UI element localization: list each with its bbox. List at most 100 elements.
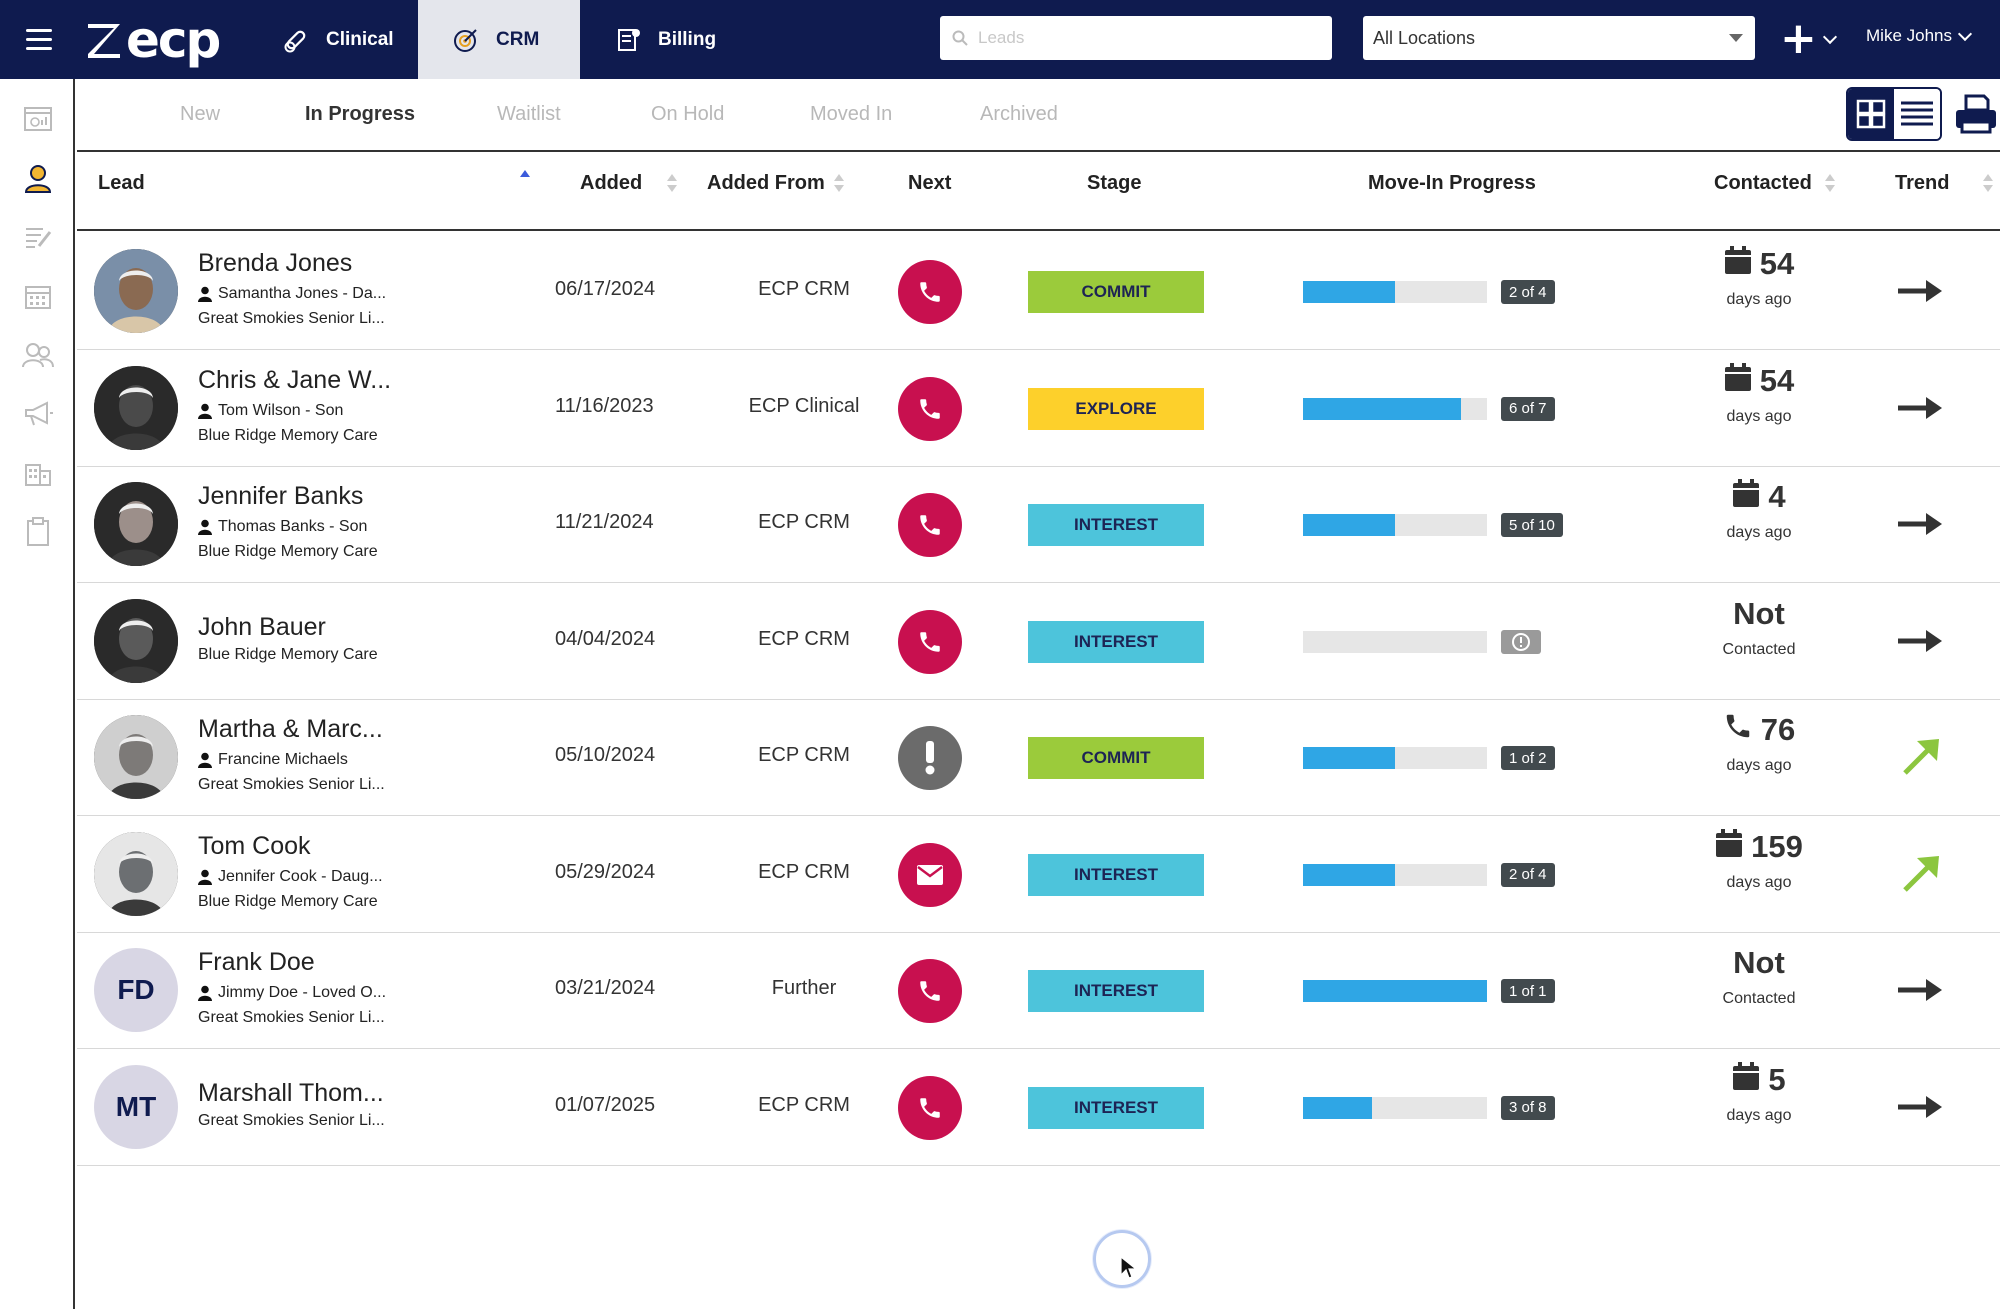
user-menu[interactable]: Mike Johns: [1866, 26, 1973, 46]
table-row[interactable]: FD Frank Doe Jimmy Doe - Loved O... Grea…: [77, 932, 2000, 1049]
megaphone-icon[interactable]: [22, 398, 54, 430]
avatar-initials: MT: [115, 1090, 157, 1122]
avatar[interactable]: FD: [94, 948, 178, 1032]
contacted-value: Not: [1733, 945, 1785, 980]
column-added[interactable]: Added: [580, 172, 643, 194]
table-row[interactable]: Martha & Marc... Francine Michaels Great…: [77, 699, 2000, 816]
hamburger-menu-icon[interactable]: [22, 22, 56, 56]
lead-name[interactable]: Brenda Jones: [198, 249, 353, 277]
column-added-from[interactable]: Added From: [707, 172, 825, 194]
lead-search-input[interactable]: [978, 28, 1318, 48]
sort-icon[interactable]: [667, 174, 677, 192]
added-date: 05/10/2024: [555, 744, 656, 766]
avatar[interactable]: [94, 482, 178, 566]
call-button[interactable]: [898, 1075, 962, 1140]
progress-badge: 6 of 7: [1501, 396, 1555, 421]
stage-badge[interactable]: COMMIT: [1028, 271, 1204, 313]
person-photo-icon: [94, 249, 178, 333]
table-row[interactable]: MT Marshall Thom... Great Smokies Senior…: [77, 1049, 2000, 1166]
stage-badge[interactable]: COMMIT: [1028, 737, 1204, 779]
lead-name[interactable]: Martha & Marc...: [198, 715, 383, 743]
contacted-cell: 54 days ago: [1677, 358, 1841, 426]
call-button[interactable]: [898, 260, 962, 324]
avatar[interactable]: [94, 365, 178, 450]
tab-on-hold[interactable]: On Hold: [651, 103, 725, 125]
stage-badge[interactable]: INTEREST: [1028, 970, 1204, 1012]
mouse-cursor-icon: [1120, 1256, 1138, 1279]
alert-button[interactable]: [898, 726, 962, 790]
avatar[interactable]: [94, 598, 178, 683]
phone-icon: [917, 396, 943, 422]
lead-name[interactable]: Tom Cook: [198, 831, 311, 860]
added-from: ECP CRM: [758, 744, 850, 766]
call-button[interactable]: [898, 609, 962, 674]
tab-clinical[interactable]: Clinical: [248, 0, 428, 79]
column-lead[interactable]: Lead: [98, 172, 145, 194]
list-view-icon[interactable]: [1894, 89, 1940, 139]
call-button[interactable]: [898, 959, 962, 1023]
tab-moved-in[interactable]: Moved In: [810, 103, 893, 125]
top-navigation-bar: ecp Clinical CRM Billing All Locations +…: [0, 0, 2000, 79]
email-button[interactable]: [898, 842, 962, 907]
column-contacted[interactable]: Contacted: [1714, 172, 1812, 194]
location-select[interactable]: All Locations: [1363, 16, 1755, 60]
lead-name[interactable]: John Bauer: [198, 612, 326, 641]
building-icon[interactable]: [22, 457, 54, 489]
tab-new[interactable]: New: [180, 103, 221, 125]
lead-community: Great Smokies Senior Li...: [198, 310, 385, 327]
contacted-value: 4: [1768, 479, 1786, 514]
lead-name[interactable]: Chris & Jane W...: [198, 365, 392, 394]
avatar[interactable]: [94, 715, 178, 799]
print-icon[interactable]: [1952, 89, 2000, 139]
person-icon[interactable]: [22, 162, 54, 194]
stage-badge[interactable]: INTEREST: [1028, 504, 1204, 546]
lead-name[interactable]: Jennifer Banks: [198, 482, 364, 510]
sort-icon[interactable]: [834, 174, 844, 192]
column-trend[interactable]: Trend: [1895, 172, 1950, 194]
lead-search-box[interactable]: [940, 16, 1332, 60]
people-icon[interactable]: [22, 339, 54, 371]
tab-archived[interactable]: Archived: [980, 103, 1058, 125]
progress-badge: 1 of 2: [1501, 746, 1555, 770]
calendar-icon: [1732, 478, 1760, 516]
table-row[interactable]: John Bauer Blue Ridge Memory Care 04/04/…: [77, 583, 2000, 700]
table-row[interactable]: Brenda Jones Samantha Jones - Da... Grea…: [77, 233, 2000, 350]
stage-badge[interactable]: INTEREST: [1028, 1086, 1204, 1129]
contacted-subtext: days ago: [1726, 757, 1792, 774]
tab-waitlist[interactable]: Waitlist: [497, 103, 561, 125]
sort-icon[interactable]: [1825, 174, 1835, 192]
tab-in-progress[interactable]: In Progress: [305, 103, 416, 125]
tab-crm[interactable]: CRM: [418, 0, 580, 79]
add-new-button[interactable]: +: [1780, 17, 1837, 61]
target-icon: [452, 26, 480, 54]
loading-spinner: [1093, 1230, 1151, 1288]
avatar[interactable]: [94, 249, 178, 333]
table-row[interactable]: Chris & Jane W... Tom Wilson - Son Blue …: [77, 350, 2000, 467]
ecp-logo[interactable]: ecp: [86, 14, 221, 66]
dashboard-icon[interactable]: [22, 103, 54, 135]
call-button[interactable]: [898, 376, 962, 441]
table-row[interactable]: Tom Cook Jennifer Cook - Daug... Blue Ri…: [77, 816, 2000, 933]
stage-badge[interactable]: INTEREST: [1028, 620, 1204, 663]
added-date: 11/16/2023: [555, 394, 654, 417]
checklist-icon[interactable]: [22, 221, 54, 253]
sort-icon[interactable]: [1983, 174, 1993, 192]
avatar[interactable]: MT: [94, 1064, 178, 1149]
avatar[interactable]: [94, 831, 178, 916]
lead-name[interactable]: Marshall Thom...: [198, 1078, 384, 1107]
progress-fill: [1303, 1096, 1372, 1119]
move-in-progress-bar: [1303, 1096, 1487, 1119]
stage-badge[interactable]: INTEREST: [1028, 853, 1204, 896]
lead-community: Blue Ridge Memory Care: [198, 892, 378, 910]
phone-icon: [1723, 711, 1753, 749]
clipboard-icon[interactable]: [22, 516, 54, 548]
grid-view-icon[interactable]: [1848, 89, 1894, 139]
table-row[interactable]: Jennifer Banks Thomas Banks - Son Blue R…: [77, 466, 2000, 583]
stage-badge[interactable]: EXPLORE: [1028, 387, 1204, 430]
move-in-progress-bar: [1303, 863, 1487, 886]
lead-name[interactable]: Frank Doe: [198, 948, 315, 976]
tab-billing[interactable]: Billing: [580, 0, 750, 79]
calendar-icon[interactable]: [22, 280, 54, 312]
sort-ascending-icon[interactable]: [520, 170, 530, 188]
call-button[interactable]: [898, 493, 962, 557]
